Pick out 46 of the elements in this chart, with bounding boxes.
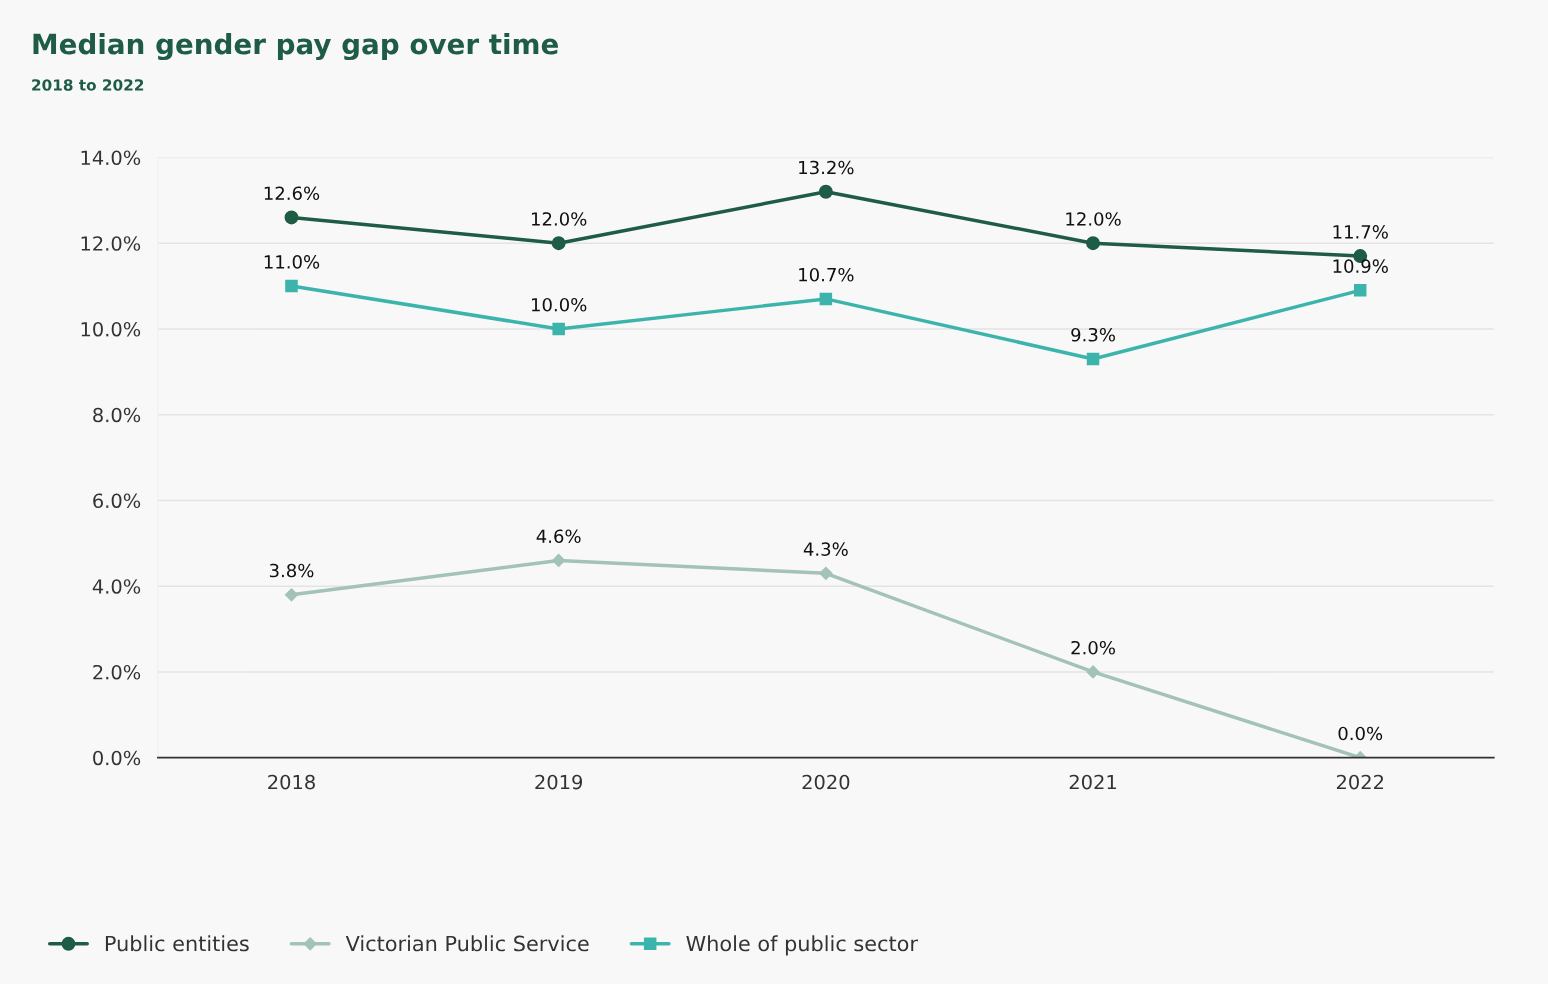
- data-label: 2.0%: [1071, 640, 1115, 655]
- point: [284, 588, 299, 602]
- data-label: 12.6%: [264, 186, 320, 201]
- point: [818, 184, 833, 199]
- point: [1086, 352, 1100, 366]
- data-label: 4.3%: [803, 542, 848, 556]
- chart-title: Median gender pay gap over time: [33, 33, 558, 61]
- point: [1353, 284, 1367, 297]
- y-tick-label: 12.0%: [81, 236, 141, 251]
- y-tick-label: 6.0%: [93, 493, 141, 509]
- point: [552, 322, 565, 336]
- y-tick-label: 0.0%: [93, 750, 141, 766]
- y-tick-label: 14.0%: [81, 150, 141, 166]
- data-label: 10.0%: [531, 297, 587, 312]
- point: [1086, 665, 1100, 679]
- y-tick-label: 4.0%: [92, 579, 141, 594]
- point: [284, 210, 299, 225]
- legend-label: Public entities: [105, 935, 249, 952]
- data-label: 12.0%: [531, 212, 587, 226]
- point: [819, 566, 833, 580]
- point: [819, 292, 833, 306]
- data-label: 13.2%: [799, 160, 854, 175]
- data-label: 0.0%: [1338, 726, 1383, 741]
- point: [551, 236, 566, 251]
- data-label: 12.0%: [1066, 212, 1121, 226]
- x-tick-label: 2020: [802, 774, 850, 790]
- data-label: 11.7%: [1333, 225, 1388, 239]
- x-tick-label: 2018: [268, 774, 315, 790]
- legend-label: Whole of public sector: [686, 935, 918, 956]
- y-tick-label: 10.0%: [81, 321, 141, 337]
- data-label: 10.9%: [1333, 259, 1388, 273]
- data-label: 11.0%: [264, 255, 320, 269]
- point: [1086, 236, 1100, 251]
- y-tick-label: 8.0%: [93, 407, 141, 423]
- data-label: 10.7%: [799, 267, 854, 282]
- data-label: 9.3%: [1071, 327, 1115, 342]
- data-label: 4.6%: [536, 529, 581, 544]
- point: [285, 279, 298, 293]
- x-tick-label: 2019: [535, 774, 583, 790]
- legend-label: Victorian Public Service: [345, 935, 589, 952]
- x-tick-label: 2022: [1336, 774, 1384, 790]
- point: [552, 553, 566, 568]
- data-label: 3.8%: [269, 563, 314, 578]
- chart-subtitle: 2018 to 2022: [32, 79, 144, 91]
- x-tick-label: 2021: [1069, 774, 1116, 790]
- y-tick-label: 2.0%: [93, 664, 141, 680]
